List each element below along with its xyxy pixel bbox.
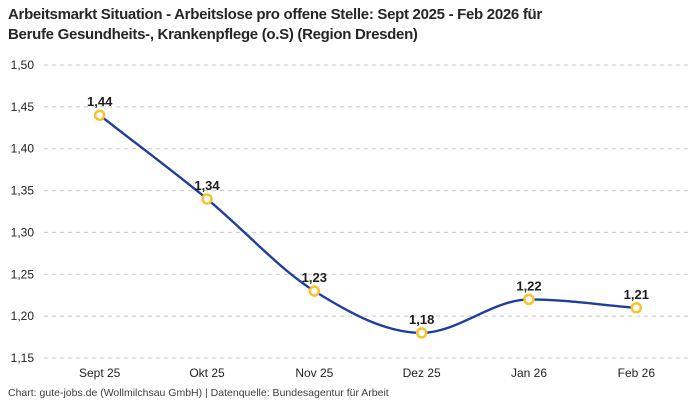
chart-title: Arbeitsmarkt Situation - Arbeitslose pro… <box>8 5 692 45</box>
y-tick-label: 1,20 <box>11 309 35 323</box>
trend-line <box>98 114 638 335</box>
data-point-label: 1,34 <box>194 178 220 193</box>
x-tick-label: Feb 26 <box>618 366 656 380</box>
data-point-marker <box>523 293 535 306</box>
data-point-marker <box>630 302 643 314</box>
x-tick-label: Dez 25 <box>403 366 441 380</box>
y-tick-label: 1,40 <box>11 142 35 156</box>
y-tick-label: 1,15 <box>11 351 35 365</box>
data-point-label: 1,23 <box>302 270 327 285</box>
y-tick-label: 1,35 <box>11 184 35 198</box>
data-point-label: 1,21 <box>624 287 649 302</box>
chart-title-line-1: Arbeitsmarkt Situation - Arbeitslose pro… <box>8 6 542 23</box>
y-tick-label: 1,45 <box>11 100 35 114</box>
data-point-marker <box>415 327 428 339</box>
x-tick-label: Sept 25 <box>79 366 121 380</box>
y-tick-label: 1,50 <box>11 58 35 72</box>
data-point-marker <box>201 193 213 205</box>
chart-title-line-2: Berufe Gesundheits-, Krankenpflege (o.S)… <box>8 26 418 43</box>
y-tick-label: 1,30 <box>11 225 35 239</box>
x-tick-label: Okt 25 <box>189 366 225 380</box>
y-tick-label: 1,25 <box>11 267 35 281</box>
data-point-label: 1,22 <box>516 278 541 293</box>
x-tick-label: Jan 26 <box>511 366 547 380</box>
chart-attribution: Chart: gute-jobs.de (Wollmilchsau GmbH) … <box>8 387 389 399</box>
data-point-label: 1,18 <box>409 312 434 327</box>
data-point-label: 1,44 <box>87 94 113 109</box>
data-point-marker <box>93 109 106 121</box>
data-point-marker <box>308 285 321 297</box>
x-tick-label: Nov 25 <box>295 366 333 380</box>
